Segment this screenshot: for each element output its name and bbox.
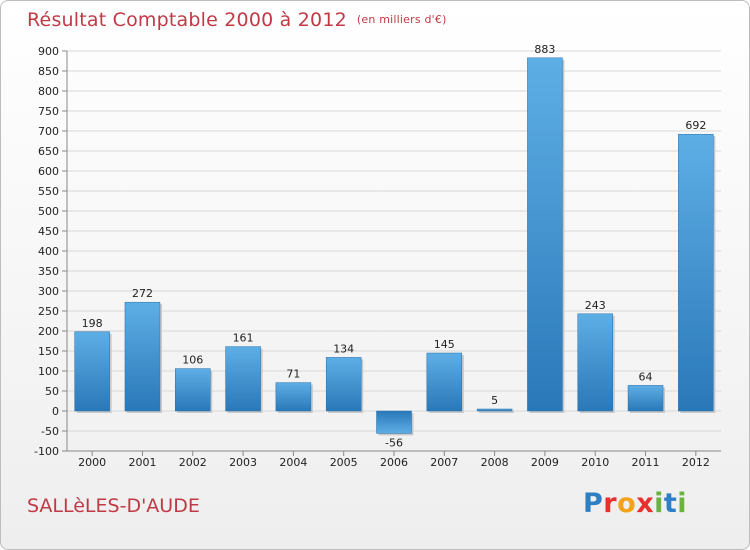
bar-2008 (476, 408, 513, 412)
data-labels: 198 272 106 161 71 134 -56 145 5 883 243 64 692 (82, 43, 707, 450)
y-tick-label: -100 (34, 445, 59, 458)
x-tick-label: 2009 (531, 456, 559, 469)
data-label-2009: 883 (534, 43, 555, 56)
location-name: SALLèLES-D'AUDE (27, 495, 200, 517)
x-tick-label: 2010 (581, 456, 609, 469)
x-tick-label: 2005 (330, 456, 358, 469)
chart-title-text: Résultat Comptable 2000 à 2012 (27, 9, 347, 31)
y-tick-label: 200 (38, 325, 59, 338)
bar-2004 (275, 382, 312, 412)
data-label-2004: 71 (286, 368, 300, 381)
proxiti-logo: Proxiti (583, 488, 687, 519)
bar-2003 (225, 346, 261, 412)
grid-lines (67, 50, 721, 452)
x-tick-label: 2008 (481, 456, 509, 469)
x-tick-label: 2011 (632, 456, 660, 469)
data-label-2012: 692 (685, 119, 706, 132)
y-tick-label: 50 (45, 385, 59, 398)
bar-2009 (527, 57, 563, 412)
x-tick-label: 2003 (229, 456, 257, 469)
y-tick-label: 650 (38, 145, 59, 158)
chart-title: Résultat Comptable 2000 à 2012 (en millie… (27, 9, 447, 31)
x-tick-label: 2012 (682, 456, 710, 469)
logo-letter: i (677, 488, 688, 519)
y-tick-label: 100 (38, 365, 59, 378)
chart-subtitle: (en milliers d'€) (356, 13, 447, 26)
x-tick-label: 2006 (380, 456, 408, 469)
x-tick-label: 2007 (430, 456, 458, 469)
y-tick-label: 500 (38, 205, 59, 218)
bar-2001 (124, 301, 161, 412)
y-tick-label: 300 (38, 285, 59, 298)
y-tick-label: 800 (38, 85, 59, 98)
data-label-2008: 5 (491, 394, 498, 407)
logo-letter: x (636, 488, 655, 519)
y-tick-label: 550 (38, 185, 59, 198)
data-label-2005: 134 (333, 342, 354, 355)
logo-letter: t (663, 488, 678, 519)
bar-2007 (426, 352, 463, 412)
bar-2002 (175, 368, 211, 412)
data-label-2007: 145 (434, 338, 455, 351)
bar-2000 (74, 331, 110, 412)
logo-letter: o (617, 488, 637, 519)
data-label-2001: 272 (132, 287, 153, 300)
data-label-2000: 198 (82, 317, 103, 330)
y-tick-label: 250 (38, 305, 59, 318)
x-tick-label: 2001 (128, 456, 156, 469)
bar-2006 (376, 410, 412, 434)
y-tick-label: 0 (52, 405, 59, 418)
y-tick-label: 150 (38, 345, 59, 358)
x-tick-label: 2004 (279, 456, 307, 469)
bars (74, 57, 716, 436)
data-label-2003: 161 (233, 332, 254, 345)
bar-2012 (678, 133, 714, 412)
bar-2005 (325, 357, 362, 412)
data-label-2011: 64 (639, 370, 653, 383)
bar-shadow (479, 411, 515, 413)
logo-letter: r (603, 488, 618, 519)
data-label-2002: 106 (182, 354, 203, 367)
y-tick-label: 350 (38, 265, 59, 278)
x-tick-label: 2002 (179, 456, 207, 469)
y-tick-label: -50 (41, 425, 59, 438)
x-tick-label: 2000 (78, 456, 106, 469)
logo-letter: i (654, 488, 664, 519)
y-tick-label: 700 (38, 125, 59, 138)
y-tick-label: 850 (38, 65, 59, 78)
axes: -100 -50 0 50 100 150 200 250 300 350 400 450 500 550… (34, 45, 721, 469)
y-tick-label: 900 (38, 45, 59, 58)
y-tick-label: 600 (38, 165, 59, 178)
y-tick-label: 750 (38, 105, 59, 118)
bar-2011 (627, 385, 664, 412)
y-tick-label: 450 (38, 225, 59, 238)
data-label-2010: 243 (585, 299, 606, 312)
data-label-2006: -56 (385, 436, 403, 449)
y-tick-label: 400 (38, 245, 59, 258)
bar-2010 (577, 313, 613, 412)
logo-letter: P (583, 488, 604, 519)
